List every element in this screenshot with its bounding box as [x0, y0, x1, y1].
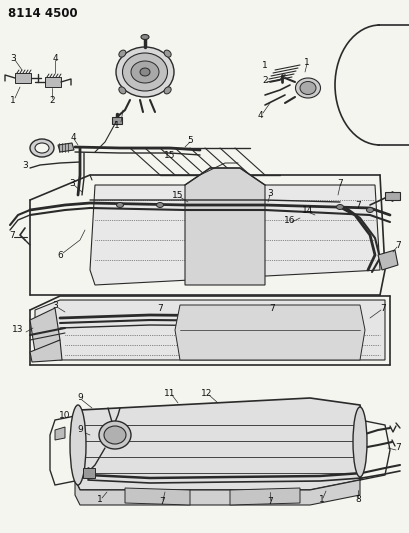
Ellipse shape	[104, 426, 126, 444]
Ellipse shape	[156, 203, 163, 207]
Text: 7: 7	[394, 443, 400, 453]
Ellipse shape	[122, 53, 167, 91]
Polygon shape	[55, 427, 65, 440]
Text: 1: 1	[10, 95, 16, 104]
Text: 7: 7	[354, 200, 360, 209]
Text: 1: 1	[114, 120, 119, 130]
Text: 7: 7	[379, 303, 385, 312]
Ellipse shape	[131, 61, 159, 83]
Text: 1: 1	[261, 61, 267, 69]
Text: 4: 4	[70, 133, 76, 141]
Text: 1: 1	[97, 496, 103, 505]
Ellipse shape	[119, 50, 126, 57]
Polygon shape	[30, 308, 60, 352]
Ellipse shape	[35, 143, 49, 153]
Text: 16: 16	[283, 215, 295, 224]
Polygon shape	[377, 250, 397, 270]
Polygon shape	[112, 117, 122, 124]
Polygon shape	[384, 192, 399, 200]
Text: 8: 8	[354, 496, 360, 505]
Text: 15: 15	[164, 150, 175, 159]
Text: 7: 7	[159, 497, 164, 506]
Text: 12: 12	[201, 389, 212, 398]
Text: 7: 7	[267, 497, 272, 506]
Polygon shape	[75, 398, 364, 490]
Text: 3: 3	[69, 179, 75, 188]
Polygon shape	[45, 77, 61, 87]
Polygon shape	[90, 185, 379, 285]
Text: 4: 4	[256, 110, 262, 119]
Text: 7: 7	[9, 230, 15, 239]
Text: 7: 7	[336, 179, 342, 188]
Text: 2: 2	[261, 76, 267, 85]
Text: 1: 1	[303, 58, 309, 67]
Ellipse shape	[366, 207, 373, 213]
Text: 3: 3	[10, 53, 16, 62]
Ellipse shape	[116, 47, 173, 97]
Ellipse shape	[295, 78, 320, 98]
Text: 3: 3	[52, 301, 58, 310]
Text: 7: 7	[394, 240, 400, 249]
Text: 5: 5	[187, 135, 192, 144]
Text: 3: 3	[22, 160, 28, 169]
Ellipse shape	[119, 87, 126, 94]
Text: 11: 11	[164, 389, 175, 398]
Ellipse shape	[352, 407, 366, 477]
Ellipse shape	[139, 68, 150, 76]
Polygon shape	[229, 488, 299, 505]
Text: 2: 2	[49, 95, 55, 104]
Text: 9: 9	[77, 425, 83, 434]
Polygon shape	[83, 468, 95, 478]
Ellipse shape	[116, 203, 123, 207]
Text: 8114 4500: 8114 4500	[8, 6, 77, 20]
Polygon shape	[75, 480, 359, 505]
Ellipse shape	[141, 35, 148, 39]
Text: 4: 4	[52, 53, 58, 62]
Text: 9: 9	[77, 393, 83, 402]
Polygon shape	[58, 143, 74, 152]
Ellipse shape	[299, 82, 315, 94]
Polygon shape	[35, 300, 384, 360]
Ellipse shape	[164, 87, 171, 94]
Ellipse shape	[70, 405, 86, 485]
Ellipse shape	[336, 205, 343, 209]
Text: 7: 7	[268, 303, 274, 312]
Polygon shape	[175, 305, 364, 360]
Ellipse shape	[99, 421, 131, 449]
Text: 3: 3	[267, 189, 272, 198]
Polygon shape	[125, 488, 189, 505]
Polygon shape	[30, 340, 62, 362]
Text: 15: 15	[172, 190, 183, 199]
Text: 7: 7	[157, 303, 162, 312]
Text: 13: 13	[12, 326, 24, 335]
Ellipse shape	[30, 139, 54, 157]
Polygon shape	[184, 168, 264, 285]
Text: 1: 1	[318, 496, 324, 505]
Polygon shape	[15, 73, 31, 83]
Text: 14: 14	[301, 206, 313, 214]
Text: 6: 6	[57, 251, 63, 260]
Text: 10: 10	[59, 410, 71, 419]
Ellipse shape	[164, 50, 171, 57]
